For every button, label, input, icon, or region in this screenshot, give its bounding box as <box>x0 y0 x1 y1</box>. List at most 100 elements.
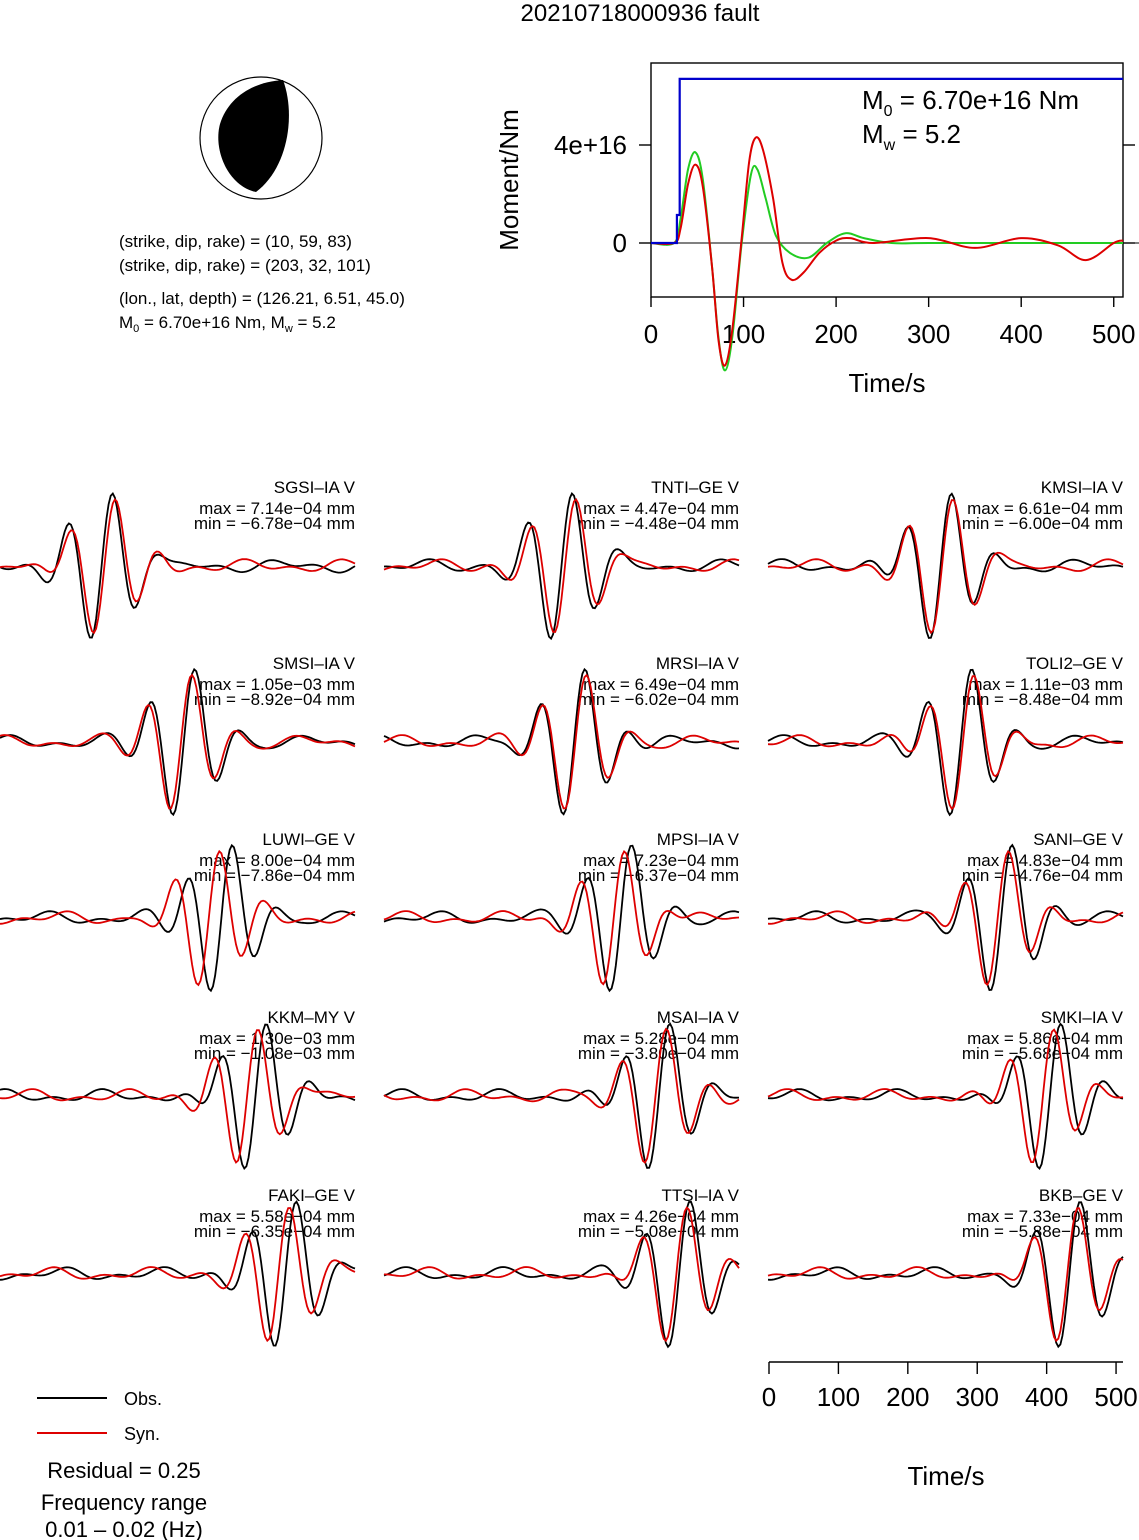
station-max: max = 4.47e−04 mm <box>583 499 739 518</box>
station-min: min = −6.00e−04 mm <box>962 514 1123 533</box>
moment-xtick-label: 300 <box>907 319 950 349</box>
beachball-focal-mechanism <box>199 76 323 200</box>
station-min: min = −8.48e−04 mm <box>962 690 1123 709</box>
moment-magnitude-text: M0 = 6.70e+16 Nm, Mw = 5.2 <box>119 313 336 335</box>
moment-red-trace <box>650 136 1124 367</box>
moment-xtick-label: 200 <box>814 319 857 349</box>
station-label: LUWI–GE V <box>262 830 355 849</box>
waveform-time-axis: 0 100 200 300 400 500 Time/s <box>762 1361 1138 1491</box>
station-label: SMSI–IA V <box>273 654 356 673</box>
frequency-range-value: 0.01 – 0.02 (Hz) <box>45 1517 203 1540</box>
station-label: SANI–GE V <box>1033 830 1123 849</box>
station-max: max = 6.61e−04 mm <box>967 499 1123 518</box>
moment-xtick-label: 100 <box>722 319 765 349</box>
station-min: min = −3.80e−04 mm <box>578 1044 739 1063</box>
moment-plot-frame <box>650 62 1124 298</box>
station-label: MPSI–IA V <box>657 830 740 849</box>
wave-xtick-label: 500 <box>1094 1382 1137 1412</box>
station-label: TTSI–IA V <box>662 1186 740 1205</box>
synthetic-trace <box>767 1207 1124 1343</box>
synthetic-trace <box>767 1028 1124 1163</box>
moment-annotation-mw: Mw = 5.2 <box>862 119 961 154</box>
station-max: max = 5.28e−04 mm <box>583 1029 739 1048</box>
moment-ytick-label: 0 <box>613 228 627 258</box>
observed-trace <box>383 1022 740 1169</box>
observed-trace <box>0 1200 356 1347</box>
moment-xtick-label: 500 <box>1092 319 1135 349</box>
observed-trace <box>767 1201 1124 1349</box>
station-min: min = −4.76e−04 mm <box>962 866 1123 885</box>
synthetic-trace <box>0 498 356 635</box>
station-label: KMSI–IA V <box>1041 478 1124 497</box>
station-label: FAKI–GE V <box>268 1186 356 1205</box>
observed-trace <box>383 492 740 641</box>
synthetic-trace <box>767 850 1124 987</box>
synthetic-trace <box>0 849 356 987</box>
station-min: min = −6.35e−04 mm <box>194 1222 355 1241</box>
station-label: SMKI–IA V <box>1041 1008 1124 1027</box>
strike-dip-rake-1: (strike, dip, rake) = (10, 59, 83) <box>119 232 352 251</box>
station-max: max = 7.14e−04 mm <box>199 499 355 518</box>
station-max: max = 6.49e−04 mm <box>583 675 739 694</box>
observed-trace <box>767 668 1124 817</box>
observed-trace <box>0 492 356 639</box>
moment-x-axis-label: Time/s <box>848 368 925 398</box>
wave-xtick-label: 0 <box>762 1382 776 1412</box>
frequency-range-label: Frequency range <box>41 1490 207 1515</box>
residual-text: Residual = 0.25 <box>47 1458 201 1483</box>
location-text: (lon., lat, depth) = (126.21, 6.51, 45.0… <box>119 289 405 308</box>
station-min: min = −4.48e−04 mm <box>578 514 739 533</box>
waveform-x-axis-label: Time/s <box>907 1461 984 1491</box>
station-min: min = −5.68e−04 mm <box>962 1044 1123 1063</box>
wave-xtick-label: 300 <box>956 1382 999 1412</box>
station-min: min = −7.86e−04 mm <box>194 866 355 885</box>
figure-title: 20210718000936 fault <box>521 0 760 27</box>
station-label: MRSI–IA V <box>656 654 740 673</box>
moment-xtick-label: 0 <box>644 319 658 349</box>
moment-xtick-label: 400 <box>1000 319 1043 349</box>
station-min: min = −5.88e−04 mm <box>962 1222 1123 1241</box>
station-min: min = −6.78e−04 mm <box>194 514 355 533</box>
synthetic-trace <box>0 1207 356 1343</box>
station-label: BKB–GE V <box>1039 1186 1124 1205</box>
synthetic-trace <box>384 1206 740 1343</box>
station-max: max = 1.11e−03 mm <box>968 675 1123 694</box>
moment-annotation-m0: M0 = 6.70e+16 Nm <box>862 85 1079 120</box>
station-label: MSAI–IA V <box>657 1008 740 1027</box>
station-label: TNTI–GE V <box>651 478 740 497</box>
station-min: min = −1.08e−03 mm <box>194 1044 355 1063</box>
synthetic-trace <box>383 850 740 986</box>
legend: Obs. Syn. <box>37 1389 162 1444</box>
station-label: KKM–MY V <box>267 1008 355 1027</box>
strike-dip-rake-2: (strike, dip, rake) = (203, 32, 101) <box>119 256 371 275</box>
wave-xtick-label: 400 <box>1025 1382 1068 1412</box>
legend-syn-label: Syn. <box>124 1424 160 1444</box>
station-max: max = 5.86e−04 mm <box>967 1029 1123 1048</box>
station-max: max = 1.05e−03 mm <box>199 675 355 694</box>
observed-trace <box>767 1022 1124 1170</box>
moment-step-function <box>651 77 1123 245</box>
station-min: min = −6.37e−04 mm <box>578 866 739 885</box>
moment-ytick-label: 4e+16 <box>554 130 627 160</box>
synthetic-trace <box>0 673 356 810</box>
synthetic-trace <box>767 499 1124 635</box>
wave-xtick-label: 100 <box>817 1382 860 1412</box>
station-max: max = 1.30e−03 mm <box>199 1029 355 1048</box>
synthetic-trace <box>383 1027 740 1164</box>
station-max: max = 5.58e−04 mm <box>199 1207 355 1226</box>
station-label: SGSI–IA V <box>274 478 356 497</box>
